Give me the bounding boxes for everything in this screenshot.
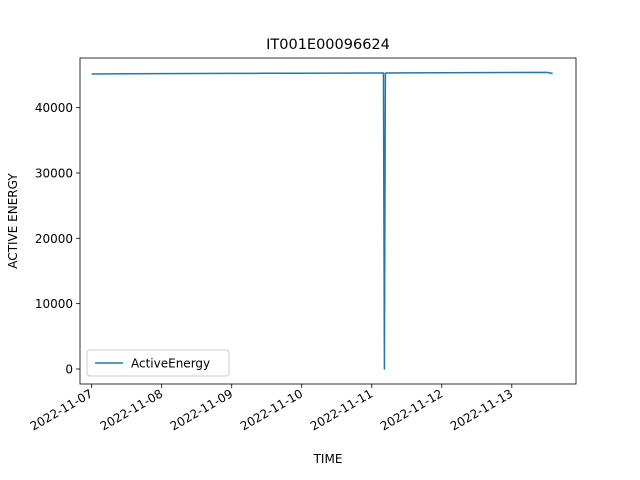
legend-label: ActiveEnergy	[131, 357, 210, 371]
series-layer	[91, 71, 553, 370]
x-axis-label: TIME	[313, 452, 343, 466]
y-tick-label: 40000	[35, 101, 73, 115]
y-axis-label: ACTIVE ENERGY	[6, 173, 20, 269]
y-axis: 0 10000 20000 30000 40000	[35, 101, 80, 376]
y-tick-label: 0	[65, 362, 73, 376]
chart-title: IT001E00096624	[266, 37, 390, 53]
legend-box	[86, 349, 230, 377]
plot-frame	[79, 57, 577, 385]
legend: ActiveEnergy	[86, 349, 230, 377]
plot-area	[79, 57, 577, 385]
y-tick-label: 10000	[35, 297, 73, 311]
y-tick-label: 30000	[35, 166, 73, 180]
series-line-0	[91, 71, 553, 370]
y-tick-label: 20000	[35, 232, 73, 246]
